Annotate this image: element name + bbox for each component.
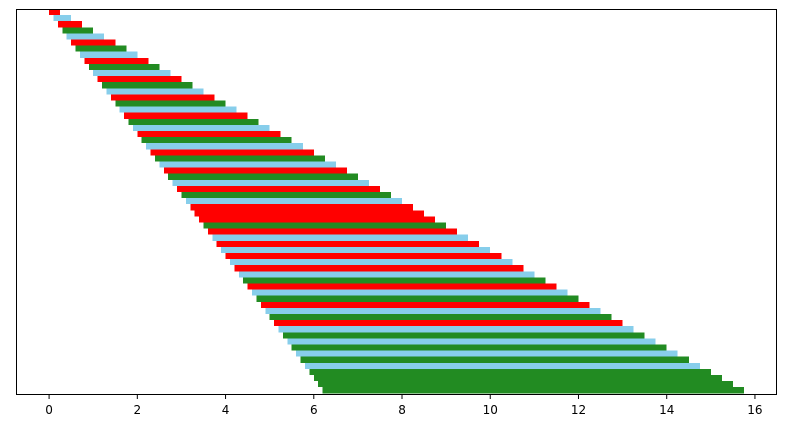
bar-46 <box>252 289 568 296</box>
plot-frame <box>16 9 777 395</box>
bar-27 <box>168 173 358 180</box>
x-tick-label: 14 <box>659 403 674 417</box>
x-tick-label: 2 <box>133 403 141 417</box>
bar-23 <box>150 149 314 156</box>
bar-14 <box>110 94 215 101</box>
bar-16 <box>119 106 237 113</box>
x-axis: 0 2 4 6 8 10 12 14 16 <box>45 395 763 417</box>
x-tick-label: 4 <box>222 403 230 417</box>
bar-17 <box>124 112 248 119</box>
x-tick-label: 6 <box>310 403 318 417</box>
bar-1 <box>53 15 72 22</box>
bar-21 <box>141 137 292 144</box>
bar-57 <box>300 356 689 363</box>
bar-11 <box>97 76 182 83</box>
bar-19 <box>132 124 270 131</box>
bar-49 <box>265 307 601 314</box>
bar-58 <box>304 362 700 369</box>
bar-32 <box>190 204 414 211</box>
bar-45 <box>247 283 557 290</box>
bar-0 <box>49 9 61 16</box>
bar-18 <box>128 118 259 125</box>
bar-22 <box>146 143 303 150</box>
bar-55 <box>291 344 667 351</box>
bar-26 <box>163 167 347 174</box>
x-tick-label: 16 <box>747 403 762 417</box>
bar-13 <box>106 88 204 95</box>
bar-8 <box>84 57 149 64</box>
bar-5 <box>71 39 116 46</box>
bar-39 <box>221 246 491 253</box>
x-tick-label: 10 <box>483 403 498 417</box>
bar-12 <box>102 82 193 89</box>
bar-52 <box>278 326 634 333</box>
bar-35 <box>203 222 447 229</box>
bar-3 <box>62 27 94 34</box>
bar-28 <box>172 179 369 186</box>
bar-54 <box>287 338 656 345</box>
bar-20 <box>137 131 281 138</box>
bar-43 <box>238 271 535 278</box>
bar-7 <box>79 51 138 58</box>
bar-6 <box>75 45 127 52</box>
bar-59 <box>309 368 711 375</box>
bar-40 <box>225 253 502 260</box>
bar-30 <box>181 192 391 199</box>
bar-4 <box>66 33 105 40</box>
x-tick-label: 8 <box>398 403 406 417</box>
x-tick-label: 0 <box>45 403 53 417</box>
bar-48 <box>260 301 590 308</box>
bar-44 <box>243 277 546 284</box>
bar-34 <box>199 216 436 223</box>
bar-37 <box>212 234 469 241</box>
bar-33 <box>194 210 425 217</box>
bar-41 <box>229 259 513 266</box>
bar-36 <box>207 228 458 235</box>
bar-24 <box>154 155 325 162</box>
bar-15 <box>115 100 226 107</box>
bar-25 <box>159 161 336 168</box>
bar-10 <box>93 70 171 77</box>
bar-31 <box>185 198 403 205</box>
bar-62 <box>322 387 744 394</box>
bar-series <box>49 9 744 394</box>
bar-38 <box>216 240 480 247</box>
bar-61 <box>318 381 733 388</box>
bar-47 <box>256 295 579 302</box>
bar-51 <box>274 320 623 327</box>
bar-53 <box>282 332 645 339</box>
bar-2 <box>57 21 83 28</box>
bar-29 <box>177 185 380 192</box>
bar-56 <box>296 350 678 357</box>
bar-42 <box>234 265 524 272</box>
bar-50 <box>269 314 612 321</box>
bar-9 <box>88 63 160 70</box>
x-tick-label: 12 <box>571 403 586 417</box>
bar-60 <box>313 375 722 382</box>
